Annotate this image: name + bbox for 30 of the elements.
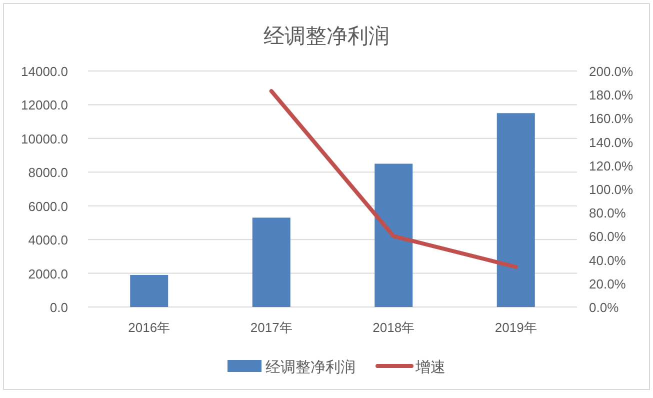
y-tick-label: 6000.0 xyxy=(28,198,68,214)
y-tick-label: 4000.0 xyxy=(28,232,68,248)
chart-title: 经调整净利润 xyxy=(264,25,390,48)
x-tick-label: 2017年 xyxy=(250,320,292,335)
y-tick-label: 12000.0 xyxy=(21,98,68,113)
x-tick-label: 2018年 xyxy=(372,320,415,335)
y2-tick-label: 60.0% xyxy=(589,229,626,244)
y2-tick-label: 200.0% xyxy=(589,64,634,79)
y2-tick-label: 160.0% xyxy=(589,111,634,126)
y2-tick-label: 120.0% xyxy=(589,158,634,174)
y-tick-label: 14000.0 xyxy=(21,64,68,79)
y2-tick-label: 0.0% xyxy=(589,300,620,315)
x-tick-label: 2019年 xyxy=(494,320,537,335)
y-tick-label: 0.0 xyxy=(50,300,68,315)
y2-tick-label: 140.0% xyxy=(589,134,634,150)
legend-label: 增速 xyxy=(414,359,446,376)
y-tick-label: 2000.0 xyxy=(28,266,68,282)
y2-tick-label: 20.0% xyxy=(589,276,626,292)
bar xyxy=(252,218,290,307)
y-tick-label: 10000.0 xyxy=(21,131,68,146)
y-tick-label: 8000.0 xyxy=(28,165,68,180)
y2-tick-label: 100.0% xyxy=(589,182,634,197)
legend-label: 经调整净利润 xyxy=(266,359,356,376)
y2-tick-label: 40.0% xyxy=(589,252,626,268)
bar xyxy=(130,274,168,307)
y2-tick-label: 180.0% xyxy=(589,88,634,103)
y2-tick-label: 80.0% xyxy=(589,206,626,221)
bar xyxy=(496,113,535,307)
x-tick-label: 2016年 xyxy=(128,320,170,335)
bar xyxy=(374,164,413,307)
